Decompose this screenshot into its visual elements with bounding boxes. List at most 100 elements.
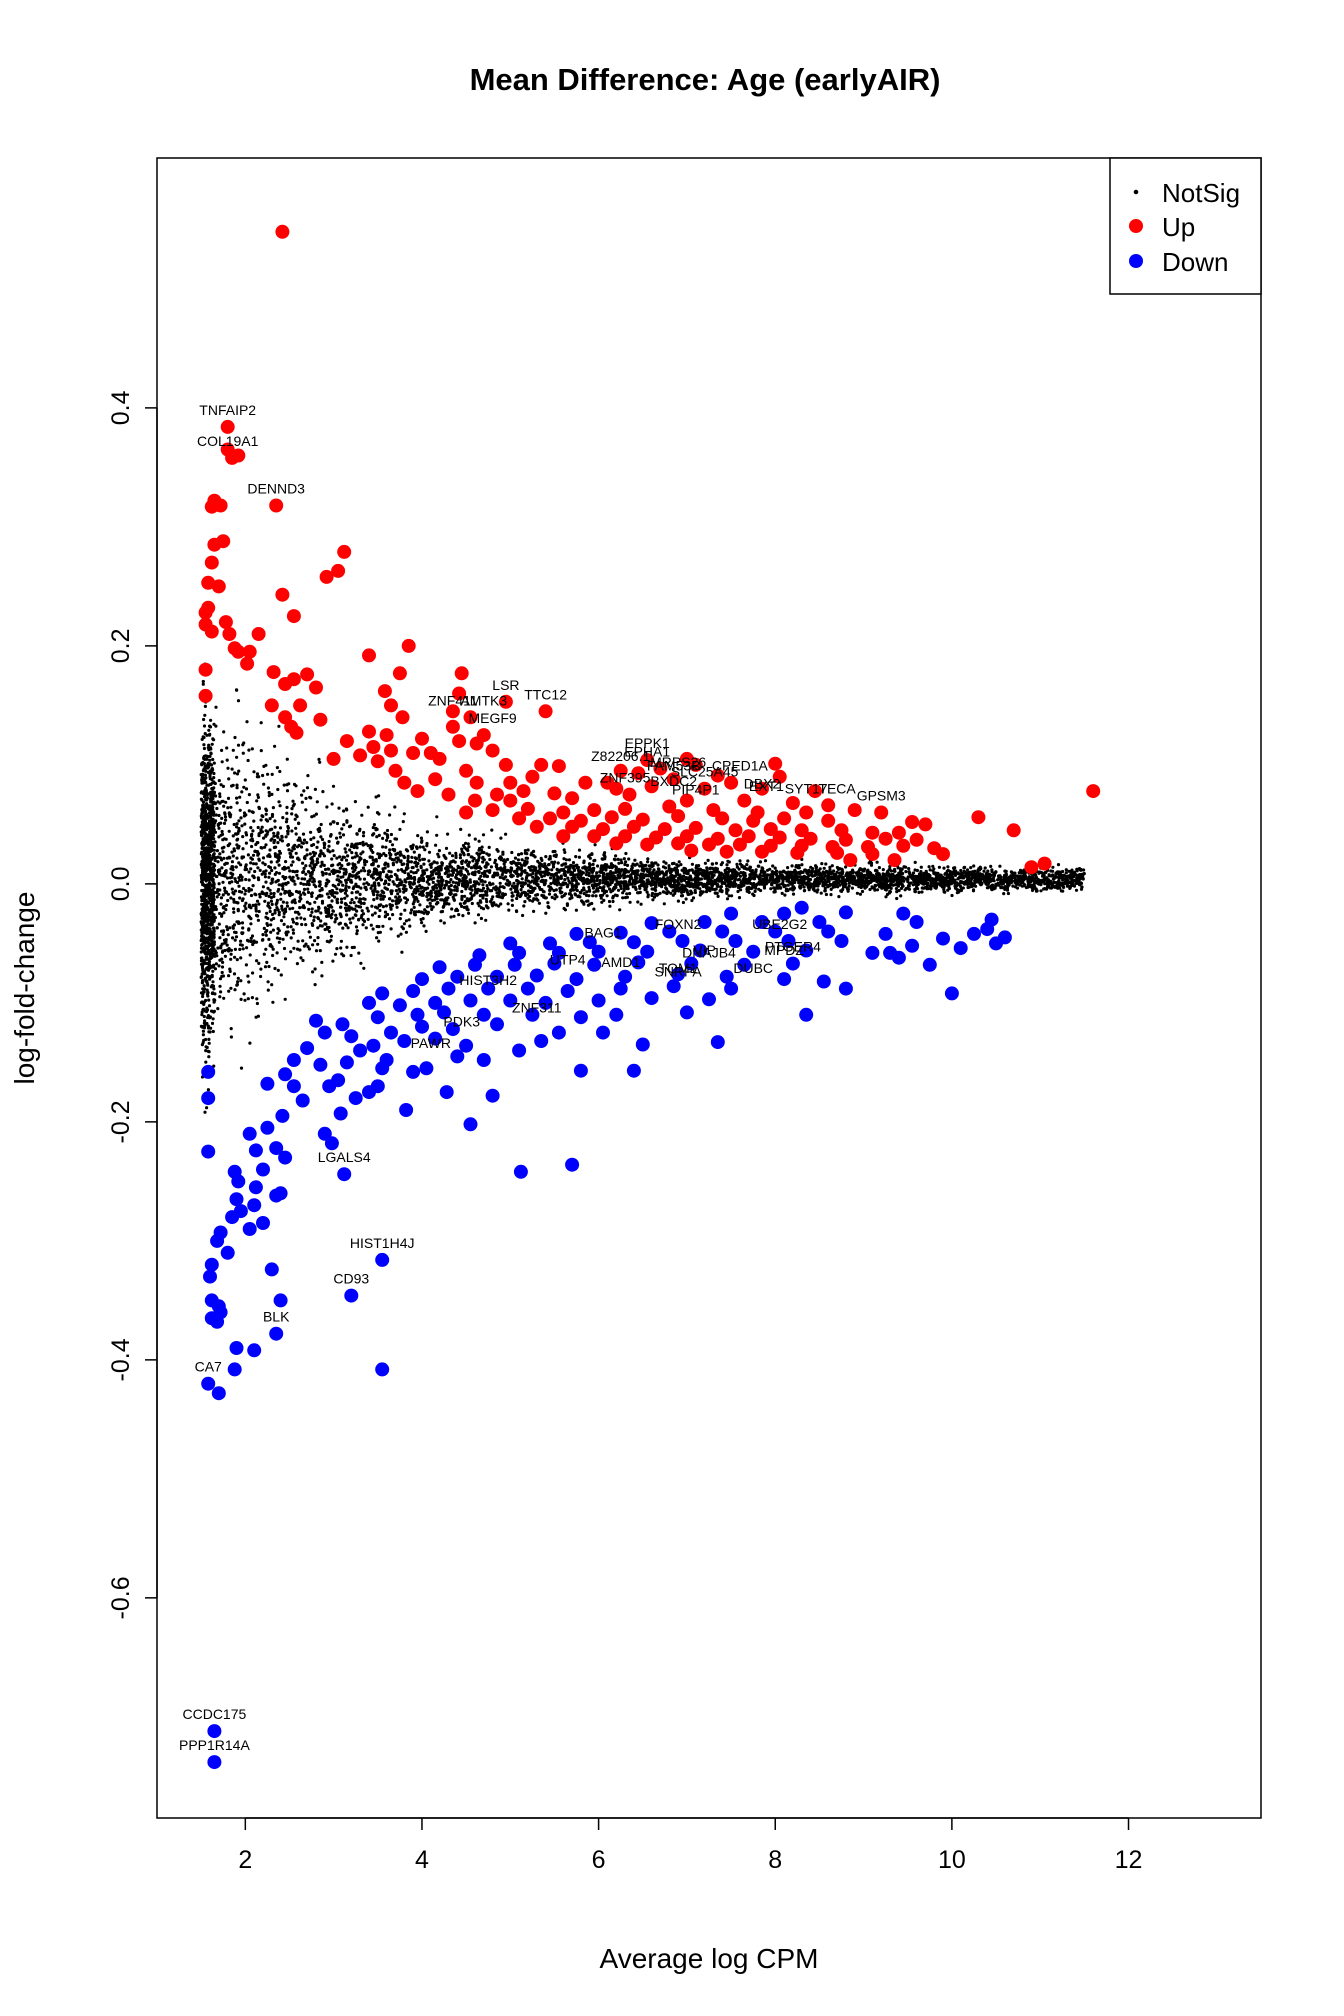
notsig-point (846, 876, 850, 881)
notsig-point (199, 950, 203, 954)
notsig-point (682, 890, 686, 894)
notsig-point (312, 836, 316, 840)
notsig-point (219, 990, 223, 994)
notsig-point (218, 995, 222, 999)
notsig-point (400, 925, 404, 929)
notsig-point (458, 853, 462, 857)
notsig-point (276, 841, 280, 845)
notsig-point (202, 905, 206, 909)
notsig-point (295, 916, 299, 920)
notsig-point (404, 901, 408, 905)
notsig-point (468, 880, 472, 884)
notsig-point (257, 961, 261, 966)
notsig-point (762, 886, 767, 890)
notsig-point (235, 755, 239, 759)
notsig-point (342, 809, 346, 813)
notsig-point (407, 918, 411, 922)
notsig-point (266, 786, 270, 790)
notsig-point (463, 873, 467, 878)
notsig-point (354, 876, 358, 880)
notsig-point (469, 866, 474, 870)
notsig-point (566, 870, 570, 874)
notsig-point (398, 878, 402, 882)
notsig-point (331, 784, 336, 788)
notsig-point (297, 843, 301, 848)
notsig-point (503, 892, 507, 897)
notsig-point (292, 879, 296, 883)
notsig-point (690, 868, 695, 872)
notsig-point (753, 889, 757, 894)
notsig-point (252, 770, 256, 774)
notsig-point (463, 880, 467, 884)
notsig-point (521, 913, 525, 918)
notsig-point (506, 902, 510, 906)
notsig-point (235, 880, 240, 885)
notsig-point (285, 933, 289, 937)
notsig-point (588, 856, 592, 860)
notsig-point (381, 870, 385, 874)
notsig-point (351, 916, 355, 920)
notsig-point (289, 925, 293, 929)
notsig-point (344, 872, 348, 876)
notsig-point (361, 850, 365, 854)
notsig-point (704, 872, 709, 877)
notsig-point (434, 883, 438, 887)
notsig-point (201, 790, 205, 795)
notsig-point (312, 883, 316, 887)
notsig-point (748, 869, 753, 873)
notsig-point (239, 816, 243, 820)
notsig-point (467, 852, 471, 857)
notsig-point (299, 956, 303, 960)
notsig-point (534, 866, 538, 870)
notsig-point (200, 761, 205, 765)
notsig-point (350, 856, 355, 860)
notsig-point (283, 889, 287, 894)
notsig-point (941, 884, 945, 888)
notsig-point (617, 861, 621, 865)
notsig-point (238, 795, 242, 799)
notsig-point (738, 859, 742, 863)
notsig-point (233, 735, 237, 740)
notsig-point (355, 929, 359, 933)
notsig-point (248, 953, 252, 957)
notsig-point (773, 866, 777, 870)
notsig-point (212, 761, 216, 765)
notsig-point (507, 908, 511, 912)
notsig-point (297, 821, 301, 825)
notsig-point (208, 725, 213, 729)
notsig-point (268, 871, 272, 875)
notsig-point (389, 927, 393, 931)
notsig-point (331, 959, 335, 963)
notsig-point (245, 800, 249, 805)
notsig-point (229, 805, 233, 809)
notsig-point (399, 860, 403, 864)
notsig-point (232, 972, 237, 976)
notsig-point (289, 863, 293, 867)
notsig-point (328, 905, 332, 909)
notsig-point (428, 897, 432, 901)
notsig-point (285, 904, 290, 908)
notsig-point (202, 990, 206, 994)
notsig-point (304, 796, 308, 801)
notsig-point (398, 827, 402, 832)
notsig-point (247, 870, 251, 874)
notsig-point (622, 888, 626, 893)
notsig-point (296, 939, 300, 943)
notsig-point (212, 848, 216, 852)
notsig-point (223, 886, 227, 890)
notsig-point (220, 829, 224, 834)
notsig-point (357, 951, 361, 955)
notsig-point (773, 870, 777, 875)
notsig-point (212, 963, 216, 967)
notsig-point (315, 800, 319, 804)
notsig-point (233, 771, 237, 775)
notsig-point (404, 930, 408, 934)
notsig-point (313, 900, 317, 904)
notsig-point (783, 893, 787, 897)
notsig-point (273, 744, 277, 748)
notsig-point (257, 857, 261, 861)
notsig-point (869, 863, 874, 867)
notsig-point (698, 871, 702, 875)
notsig-point (244, 901, 248, 905)
notsig-point (318, 854, 322, 858)
